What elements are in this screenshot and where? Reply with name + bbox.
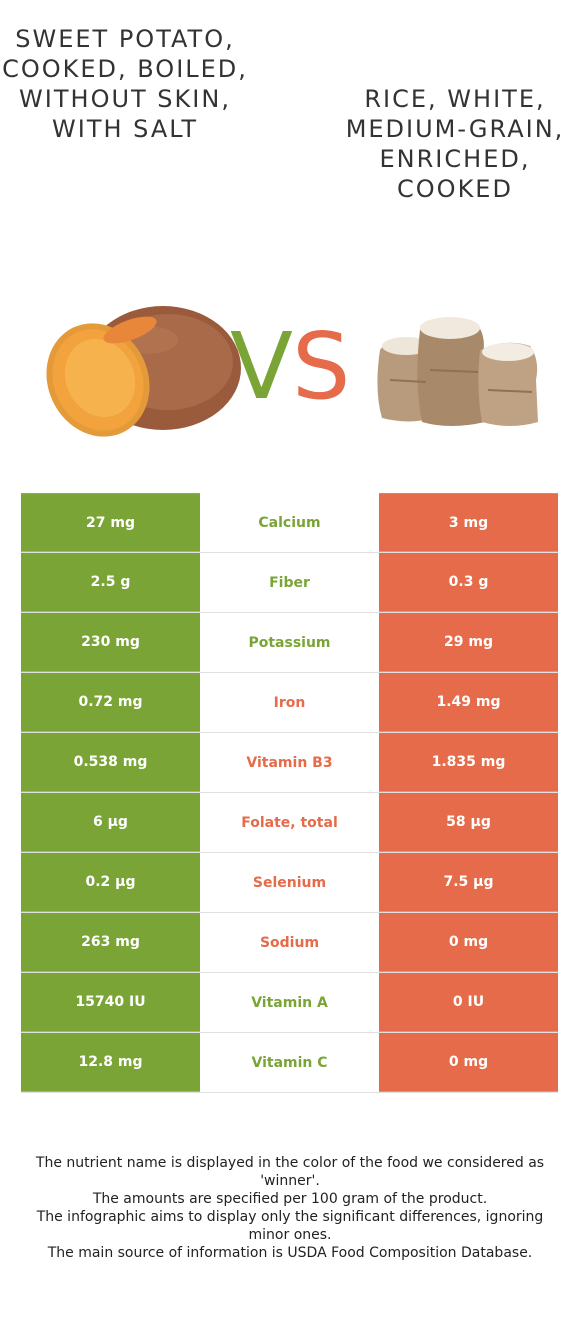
footer-note: The amounts are specified per 100 gram o… bbox=[92, 1191, 488, 1207]
left-food-title: SWEET POTATO, COOKED, BOILED, WITHOUT SK… bbox=[2, 25, 248, 143]
right-value-cell: 0.3 g bbox=[379, 553, 558, 612]
footer-notes: The nutrient name is displayed in the co… bbox=[20, 1154, 560, 1262]
vs-s-letter: S bbox=[292, 320, 350, 408]
rice-sacks-image bbox=[377, 317, 538, 426]
vs-logo: V S bbox=[230, 320, 350, 408]
left-value-cell: 0.538 mg bbox=[21, 733, 200, 792]
right-value-cell: 0 mg bbox=[379, 1033, 558, 1092]
right-value-cell: 7.5 µg bbox=[379, 853, 558, 912]
left-value-cell: 0.2 µg bbox=[21, 853, 200, 912]
right-value-cell: 0 mg bbox=[379, 913, 558, 972]
nutrient-name-cell: Folate, total bbox=[200, 793, 379, 852]
vs-v-letter: V bbox=[230, 320, 293, 408]
table-row: 0.538 mg Vitamin B3 1.835 mg bbox=[21, 733, 558, 793]
nutrient-name-cell: Potassium bbox=[200, 613, 379, 672]
left-value-cell: 12.8 mg bbox=[21, 1033, 200, 1092]
left-value-cell: 0.72 mg bbox=[21, 673, 200, 732]
table-row: 27 mg Calcium 3 mg bbox=[21, 493, 558, 553]
nutrient-name-cell: Selenium bbox=[200, 853, 379, 912]
right-food-title: RICE, WHITE, MEDIUM-GRAIN, ENRICHED, COO… bbox=[345, 85, 565, 203]
table-row: 0.72 mg Iron 1.49 mg bbox=[21, 673, 558, 733]
right-value-cell: 3 mg bbox=[379, 493, 558, 552]
nutrient-comparison-table: 27 mg Calcium 3 mg 2.5 g Fiber 0.3 g 230 mg Pot… bbox=[21, 493, 558, 1093]
left-value-cell: 15740 IU bbox=[21, 973, 200, 1032]
left-value-cell: 27 mg bbox=[21, 493, 200, 552]
table-row: 6 µg Folate, total 58 µg bbox=[21, 793, 558, 853]
table-row: 263 mg Sodium 0 mg bbox=[21, 913, 558, 973]
nutrient-name-cell: Sodium bbox=[200, 913, 379, 972]
table-row: 2.5 g Fiber 0.3 g bbox=[21, 553, 558, 613]
footer-note: The main source of information is USDA F… bbox=[47, 1245, 533, 1261]
left-value-cell: 6 µg bbox=[21, 793, 200, 852]
table-row: 230 mg Potassium 29 mg bbox=[21, 613, 558, 673]
nutrient-name-cell: Vitamin C bbox=[200, 1033, 379, 1092]
footer-note: The nutrient name is displayed in the co… bbox=[35, 1155, 545, 1189]
right-value-cell: 58 µg bbox=[379, 793, 558, 852]
table-row: 0.2 µg Selenium 7.5 µg bbox=[21, 853, 558, 913]
right-value-cell: 29 mg bbox=[379, 613, 558, 672]
right-value-cell: 0 IU bbox=[379, 973, 558, 1032]
footer-note: The infographic aims to display only the… bbox=[36, 1209, 544, 1243]
nutrient-name-cell: Fiber bbox=[200, 553, 379, 612]
sweet-potato-image bbox=[46, 306, 241, 437]
nutrient-name-cell: Calcium bbox=[200, 493, 379, 552]
left-value-cell: 2.5 g bbox=[21, 553, 200, 612]
nutrient-name-cell: Iron bbox=[200, 673, 379, 732]
nutrient-name-cell: Vitamin B3 bbox=[200, 733, 379, 792]
left-value-cell: 230 mg bbox=[21, 613, 200, 672]
left-value-cell: 263 mg bbox=[21, 913, 200, 972]
nutrient-name-cell: Vitamin A bbox=[200, 973, 379, 1032]
right-value-cell: 1.49 mg bbox=[379, 673, 558, 732]
right-value-cell: 1.835 mg bbox=[379, 733, 558, 792]
